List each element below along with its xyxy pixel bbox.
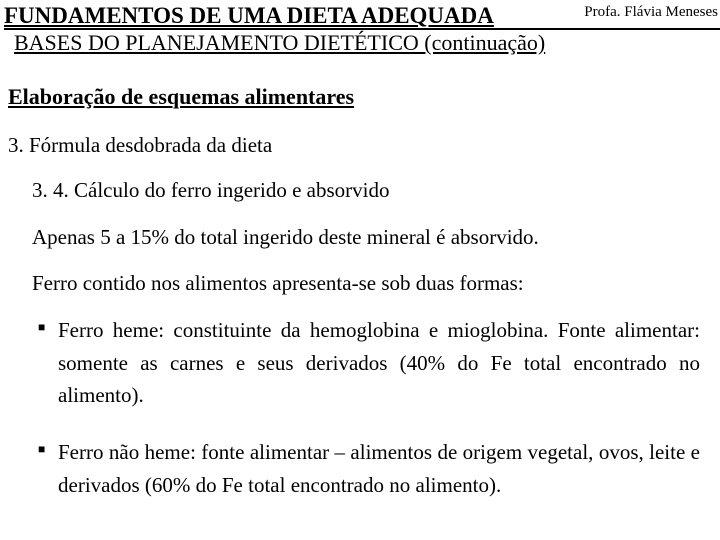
author-label: Profa. Flávia Meneses [584,4,718,21]
bullet-text: Ferro não heme: fonte alimentar – alimen… [58,436,700,501]
square-bullet-icon: ■ [38,442,45,457]
line-absorption: Apenas 5 a 15% do total ingerido deste m… [32,222,539,252]
square-bullet-icon: ■ [38,320,45,335]
section-heading: Elaboração de esquemas alimentares [8,84,354,110]
title-main: FUNDAMENTOS DE UMA DIETA ADEQUADA [4,3,494,29]
bullet-text: Ferro heme: constituinte da hemoglobina … [58,314,700,412]
line-forms: Ferro contido nos alimentos apresenta-se… [32,268,524,298]
slide-page: FUNDAMENTOS DE UMA DIETA ADEQUADA Profa.… [0,0,720,540]
line-formula: 3. Fórmula desdobrada da dieta [8,130,272,160]
line-calc: 3. 4. Cálculo do ferro ingerido e absorv… [32,175,390,205]
subtitle: BASES DO PLANEJAMENTO DIETÉTICO (continu… [14,30,545,56]
